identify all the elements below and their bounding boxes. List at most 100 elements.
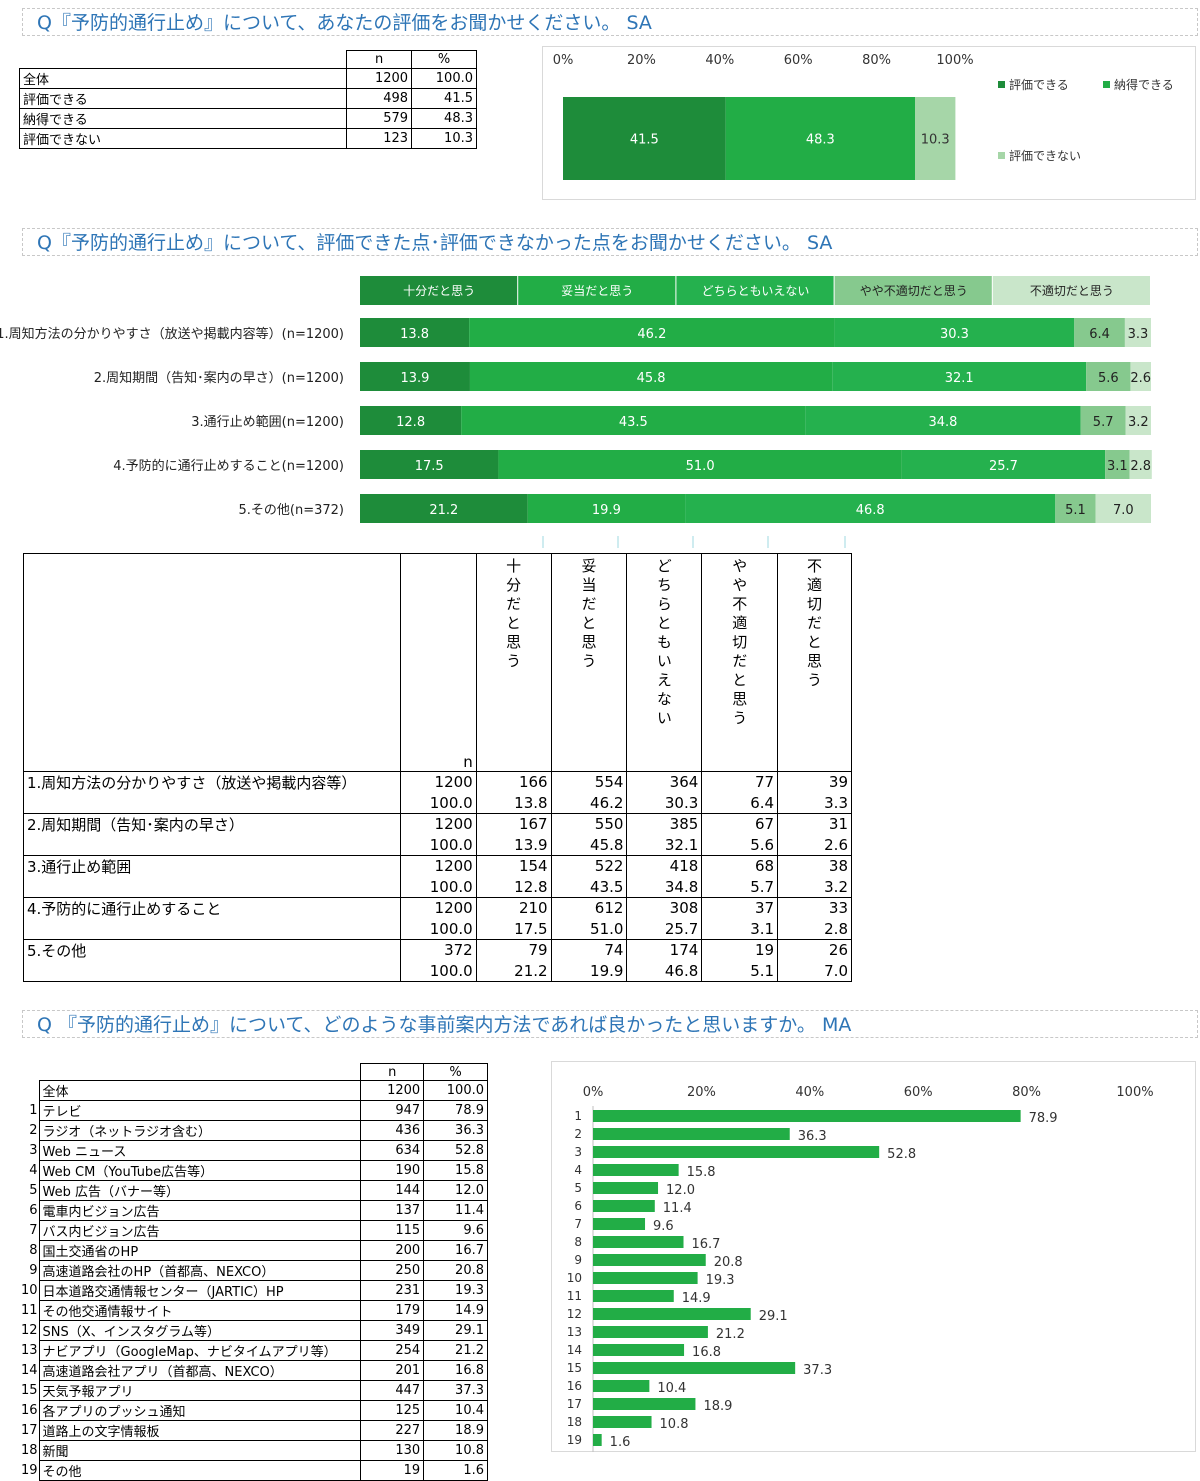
category-label: 2.周知期間（告知･案内の早さ）(n=1200) bbox=[94, 370, 344, 386]
cell-pct: 10.8 bbox=[423, 1440, 488, 1461]
data-label: 45.8 bbox=[637, 371, 666, 386]
data-label: 10.8 bbox=[660, 1417, 689, 1432]
cell-pct: 12.8 bbox=[475, 876, 552, 898]
cell-pct: 7.0 bbox=[777, 960, 852, 982]
category-label: 19 bbox=[567, 1433, 582, 1447]
bar bbox=[593, 1128, 790, 1140]
row-number: 18 bbox=[21, 1443, 38, 1458]
legend-label: やや不適切だと思う bbox=[860, 283, 968, 298]
category-label: 17 bbox=[567, 1397, 582, 1411]
table-row: 2 ラジオ（ネットラジオ含む） 436 36.3 bbox=[21, 1120, 488, 1141]
column-header: どちらともいえない bbox=[626, 553, 703, 772]
category-label: 16 bbox=[567, 1379, 582, 1393]
data-label: 25.7 bbox=[989, 459, 1018, 474]
category-label: 14 bbox=[567, 1343, 582, 1357]
cell-n: 200 bbox=[360, 1240, 425, 1261]
cell-count: 522 bbox=[550, 855, 628, 877]
row-number: 14 bbox=[21, 1363, 38, 1378]
section2-table: n 十分だと思う 妥当だと思う どちらともいえない やや不適切だと思う 不適切だと思う 1… bbox=[23, 553, 852, 982]
table-row: 4.予防的に通行止めすること 1200 210 612 308 37 33 bbox=[23, 897, 852, 940]
cell-n: 125 bbox=[360, 1400, 425, 1421]
column-header: 不適切だと思う bbox=[777, 553, 852, 772]
column-header-pct: % bbox=[423, 1063, 488, 1081]
data-label: 46.2 bbox=[637, 327, 666, 342]
table-row: 全体 1200 100.0 bbox=[18, 68, 477, 89]
row-number: 5 bbox=[29, 1183, 38, 1198]
row-label: Web CM（YouTube広告等） bbox=[38, 1160, 362, 1181]
bar bbox=[593, 1398, 696, 1410]
section3-title: Q 『予防的通行止め』について、どのような事前案内方法であれば良かったと思います… bbox=[22, 1010, 1198, 1038]
column-header: 十分だと思う bbox=[475, 553, 552, 772]
cell-count: 74 bbox=[550, 939, 628, 961]
x-tick-label: 80% bbox=[1012, 1085, 1041, 1100]
row-label: 天気予報アプリ bbox=[38, 1380, 362, 1401]
row-number: 9 bbox=[29, 1263, 38, 1278]
category-label: 7 bbox=[574, 1217, 582, 1231]
row-number: 17 bbox=[21, 1423, 38, 1438]
bar bbox=[593, 1416, 652, 1428]
table-row: 15 天気予報アプリ 447 37.3 bbox=[21, 1380, 488, 1401]
cell-pct-total: 100.0 bbox=[399, 876, 477, 898]
bar-segment bbox=[1080, 406, 1126, 435]
cell-pct: 9.6 bbox=[423, 1220, 488, 1241]
data-label: 36.3 bbox=[798, 1129, 827, 1144]
row-label: 国土交通省のHP bbox=[38, 1240, 362, 1261]
table-row: 13 ナビアプリ（GoogleMap、ナビタイムアプリ等） 254 21.2 bbox=[21, 1340, 488, 1361]
section3-chart: 0% 20% 40% 60% 80% 100% 1 78.9 2 36.3 3 52.8 4 15.8 5 1… bbox=[551, 1061, 1196, 1452]
category-label: 9 bbox=[574, 1253, 582, 1267]
bar-segment bbox=[360, 406, 462, 435]
cell-n: 1200 bbox=[399, 855, 477, 877]
cell-count: 38 bbox=[777, 855, 852, 877]
cell-pct-total: 100.0 bbox=[399, 918, 477, 940]
cell-pct: 5.1 bbox=[701, 960, 779, 982]
data-label: 5.1 bbox=[1065, 503, 1086, 518]
data-label: 6.4 bbox=[1089, 327, 1110, 342]
cell-pct: 78.9 bbox=[423, 1100, 488, 1121]
data-label: 20.8 bbox=[714, 1255, 743, 1270]
bar-segment bbox=[563, 97, 726, 180]
category-label: 12 bbox=[567, 1307, 582, 1321]
legend-label: 納得できる bbox=[1114, 77, 1174, 92]
row-label: 日本道路交通情報センター（JARTIC）HP bbox=[38, 1280, 362, 1301]
table-row: 19 その他 19 1.6 bbox=[21, 1460, 488, 1481]
row-label: 新聞 bbox=[38, 1440, 362, 1461]
table-row: 6 電車内ビジョン広告 137 11.4 bbox=[21, 1200, 488, 1221]
data-label: 14.9 bbox=[682, 1291, 711, 1306]
chart2-svg: 十分だと思う 妥当だと思う どちらともいえない やや不適切だと思う 不適切だと思う 1.周… bbox=[0, 276, 1152, 548]
table-row: 100.0 21.2 19.9 46.8 5.1 7.0 bbox=[24, 960, 852, 982]
cell-count: 554 bbox=[550, 771, 628, 793]
bar-segment bbox=[1055, 494, 1096, 523]
cell-n: 447 bbox=[360, 1380, 425, 1401]
cell-count: 154 bbox=[475, 855, 552, 877]
cell-count: 210 bbox=[475, 897, 552, 919]
bar-segment bbox=[805, 406, 1081, 435]
legend-swatch bbox=[998, 81, 1005, 88]
row-label: ラジオ（ネットラジオ含む） bbox=[38, 1120, 362, 1141]
cell-n: 634 bbox=[360, 1140, 425, 1161]
bar-segment bbox=[1124, 318, 1151, 347]
column-header-n: n bbox=[399, 553, 477, 772]
data-label: 17.5 bbox=[415, 459, 444, 474]
data-label: 7.0 bbox=[1113, 503, 1134, 518]
column-header-text: やや不適切だと思う bbox=[730, 558, 749, 729]
row-number: 6 bbox=[29, 1203, 38, 1218]
cell-pct: 25.7 bbox=[626, 918, 703, 940]
cell-n: 137 bbox=[360, 1200, 425, 1221]
cell-n: 190 bbox=[360, 1160, 425, 1181]
table-corner bbox=[23, 553, 401, 772]
row-label: テレビ bbox=[38, 1100, 362, 1121]
table-row: 1.周知方法の分かりやすさ（放送や掲載内容等） 1200 166 554 364 77 39 bbox=[23, 771, 852, 814]
data-label: 10.3 bbox=[921, 133, 950, 148]
cell-pct: 10.4 bbox=[423, 1400, 488, 1421]
cell-pct: 16.7 bbox=[423, 1240, 488, 1261]
cell-n: 250 bbox=[360, 1260, 425, 1281]
row-number: 19 bbox=[21, 1463, 38, 1478]
cell-n: 144 bbox=[360, 1180, 425, 1201]
cell-n: 1200 bbox=[399, 771, 477, 793]
data-label: 18.9 bbox=[703, 1399, 732, 1414]
row-label: 4.予防的に通行止めすること bbox=[23, 897, 401, 940]
bar-segment bbox=[1095, 494, 1151, 523]
bar bbox=[593, 1164, 679, 1176]
bar bbox=[593, 1380, 650, 1392]
bar-segment bbox=[360, 494, 528, 523]
